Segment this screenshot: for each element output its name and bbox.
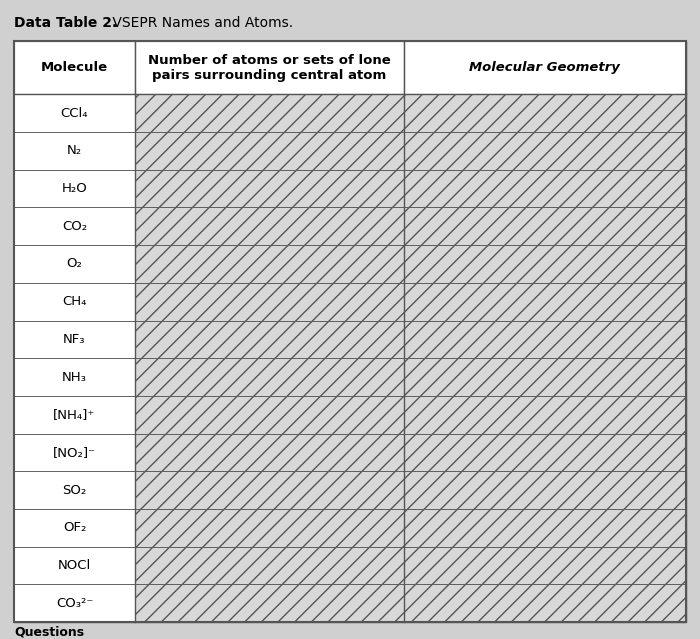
Bar xyxy=(14,434,135,472)
Text: Molecule: Molecule xyxy=(41,61,108,74)
Bar xyxy=(404,170,686,208)
Text: Questions: Questions xyxy=(14,626,84,638)
Bar xyxy=(135,283,404,321)
Bar xyxy=(14,132,135,170)
Bar xyxy=(14,358,135,396)
Bar xyxy=(404,396,686,434)
Text: N₂: N₂ xyxy=(67,144,82,157)
Text: Data Table 2.: Data Table 2. xyxy=(14,16,118,29)
Text: NOCl: NOCl xyxy=(58,559,91,572)
Text: NH₃: NH₃ xyxy=(62,371,87,383)
Bar xyxy=(14,208,135,245)
Text: [NO₂]⁻: [NO₂]⁻ xyxy=(53,446,96,459)
Bar xyxy=(135,585,404,622)
Bar xyxy=(404,358,686,396)
Bar xyxy=(135,208,404,245)
Bar xyxy=(404,585,686,622)
Bar xyxy=(135,509,404,547)
Bar xyxy=(14,41,135,95)
Bar xyxy=(135,95,404,132)
Bar xyxy=(404,434,686,472)
Text: Number of atoms or sets of lone
pairs surrounding central atom: Number of atoms or sets of lone pairs su… xyxy=(148,54,391,82)
Bar xyxy=(14,245,135,283)
Text: CO₃²⁻: CO₃²⁻ xyxy=(56,597,93,610)
Bar xyxy=(14,95,135,132)
Bar xyxy=(135,547,404,585)
Bar xyxy=(14,396,135,434)
Text: OF₂: OF₂ xyxy=(63,521,86,534)
Bar xyxy=(14,585,135,622)
Bar xyxy=(135,132,404,170)
Bar xyxy=(404,321,686,358)
Text: NF₃: NF₃ xyxy=(63,333,85,346)
Bar xyxy=(135,396,404,434)
Bar xyxy=(135,245,404,283)
Bar xyxy=(404,547,686,585)
Text: O₂: O₂ xyxy=(66,258,83,270)
Bar xyxy=(14,509,135,547)
Bar xyxy=(404,472,686,509)
Bar xyxy=(135,472,404,509)
Bar xyxy=(14,547,135,585)
Bar xyxy=(404,208,686,245)
Bar xyxy=(404,41,686,95)
Text: CH₄: CH₄ xyxy=(62,295,87,308)
Bar xyxy=(14,472,135,509)
Text: SO₂: SO₂ xyxy=(62,484,87,497)
Text: [NH₄]⁺: [NH₄]⁺ xyxy=(53,408,96,421)
Bar xyxy=(14,321,135,358)
Bar xyxy=(135,358,404,396)
Bar xyxy=(135,321,404,358)
Text: CCl₄: CCl₄ xyxy=(61,107,88,119)
Bar xyxy=(135,41,404,95)
Bar xyxy=(14,283,135,321)
Bar xyxy=(404,245,686,283)
Text: VSEPR Names and Atoms.: VSEPR Names and Atoms. xyxy=(108,16,293,29)
Bar xyxy=(135,170,404,208)
Bar xyxy=(404,283,686,321)
Bar xyxy=(404,95,686,132)
Text: H₂O: H₂O xyxy=(62,182,88,195)
Text: Molecular Geometry: Molecular Geometry xyxy=(470,61,620,74)
Bar xyxy=(14,170,135,208)
Bar xyxy=(404,509,686,547)
Text: CO₂: CO₂ xyxy=(62,220,87,233)
Bar xyxy=(135,434,404,472)
Bar xyxy=(404,132,686,170)
